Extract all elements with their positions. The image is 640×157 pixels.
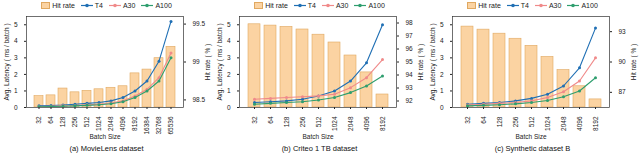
svg-text:32: 32 (251, 116, 258, 124)
svg-text:Batch Size: Batch Size (89, 133, 120, 140)
svg-text:98.5: 98.5 (193, 96, 206, 103)
html-text:T4: T4 (94, 2, 103, 9)
svg-text:32: 32 (464, 116, 471, 124)
svg-text:Batch Size: Batch Size (302, 133, 333, 140)
svg-text:8192: 8192 (379, 116, 386, 131)
svg-text:0: 0 (14, 104, 18, 111)
svg-text:90: 90 (619, 58, 627, 65)
svg-text:97: 97 (406, 32, 414, 39)
html-text:Hit rate: Hit rate (52, 2, 75, 9)
svg-text:1024: 1024 (95, 116, 102, 131)
svg-text:1: 1 (227, 87, 231, 94)
svg-text:3: 3 (440, 54, 444, 61)
svg-text:Avg. Latency ( ms / batch ): Avg. Latency ( ms / batch ) (429, 23, 437, 100)
html-text:(c) Synthetic dataset B: (c) Synthetic dataset B (494, 144, 571, 153)
svg-text:128: 128 (59, 116, 66, 127)
svg-text:65536: 65536 (167, 116, 174, 134)
svg-text:5: 5 (227, 21, 231, 28)
html-text:(b) Criteo 1 TB dataset: (b) Criteo 1 TB dataset (281, 144, 358, 153)
svg-text:64: 64 (47, 116, 54, 124)
svg-text:2: 2 (14, 70, 18, 77)
html-text:(a) MovieLens dataset: (a) MovieLens dataset (69, 144, 144, 153)
svg-text:Avg. Latency ( ms / batch ): Avg. Latency ( ms / batch ) (3, 23, 11, 100)
html-text:A30: A30 (123, 2, 136, 9)
svg-text:94: 94 (406, 71, 414, 78)
svg-text:2048: 2048 (107, 116, 114, 131)
svg-text:5: 5 (14, 21, 18, 28)
html-text:A30: A30 (336, 2, 349, 9)
svg-text:Batch Size: Batch Size (515, 133, 546, 140)
svg-text:64: 64 (267, 116, 274, 124)
svg-text:87: 87 (619, 88, 627, 95)
svg-text:256: 256 (299, 116, 306, 127)
svg-text:Hit rate ( % ): Hit rate ( % ) (204, 44, 212, 80)
svg-text:4: 4 (440, 37, 444, 44)
svg-text:8192: 8192 (592, 116, 599, 131)
html-text:Hit rate: Hit rate (265, 2, 288, 9)
svg-text:3: 3 (227, 54, 231, 61)
html-text:T4: T4 (520, 2, 529, 9)
svg-text:32768: 32768 (155, 116, 162, 134)
svg-text:Avg. Latency ( ms / batch ): Avg. Latency ( ms / batch ) (216, 23, 224, 100)
svg-text:95: 95 (406, 58, 414, 65)
svg-text:16384: 16384 (143, 116, 150, 134)
svg-text:2048: 2048 (560, 116, 567, 131)
svg-text:1024: 1024 (544, 116, 551, 131)
svg-text:8192: 8192 (131, 116, 138, 131)
html-text:Hit rate: Hit rate (478, 2, 501, 9)
html-text:A100: A100 (368, 2, 385, 9)
svg-text:2: 2 (227, 70, 231, 77)
svg-text:128: 128 (496, 116, 503, 127)
svg-text:93: 93 (406, 84, 414, 91)
svg-text:99: 99 (193, 58, 201, 65)
svg-text:96: 96 (406, 45, 414, 52)
svg-text:4: 4 (14, 37, 18, 44)
svg-text:4: 4 (227, 37, 231, 44)
svg-text:2048: 2048 (347, 116, 354, 131)
html-text:A30: A30 (549, 2, 562, 9)
svg-text:Hit rate ( % ): Hit rate ( % ) (417, 44, 425, 80)
svg-text:32: 32 (35, 116, 42, 124)
svg-text:92: 92 (406, 97, 414, 104)
svg-text:Hit rate ( % ): Hit rate ( % ) (630, 44, 638, 80)
svg-text:512: 512 (83, 116, 90, 127)
svg-text:5: 5 (440, 21, 444, 28)
svg-text:4096: 4096 (119, 116, 126, 131)
svg-text:2: 2 (440, 70, 444, 77)
svg-text:4096: 4096 (576, 116, 583, 131)
html-text:A100: A100 (581, 2, 598, 9)
svg-text:512: 512 (315, 116, 322, 127)
svg-text:4096: 4096 (363, 116, 370, 131)
svg-text:0: 0 (440, 104, 444, 111)
svg-text:0: 0 (227, 104, 231, 111)
svg-text:99.5: 99.5 (193, 20, 206, 27)
svg-text:256: 256 (71, 116, 78, 127)
svg-text:1: 1 (440, 87, 444, 94)
html-text:T4: T4 (307, 2, 316, 9)
svg-text:128: 128 (283, 116, 290, 127)
svg-text:64: 64 (480, 116, 487, 124)
svg-text:3: 3 (14, 54, 18, 61)
svg-text:1: 1 (14, 87, 18, 94)
html-text:A100: A100 (155, 2, 172, 9)
svg-text:1024: 1024 (331, 116, 338, 131)
svg-text:93: 93 (619, 28, 627, 35)
svg-text:256: 256 (512, 116, 519, 127)
svg-text:98: 98 (406, 19, 414, 26)
svg-text:512: 512 (528, 116, 535, 127)
